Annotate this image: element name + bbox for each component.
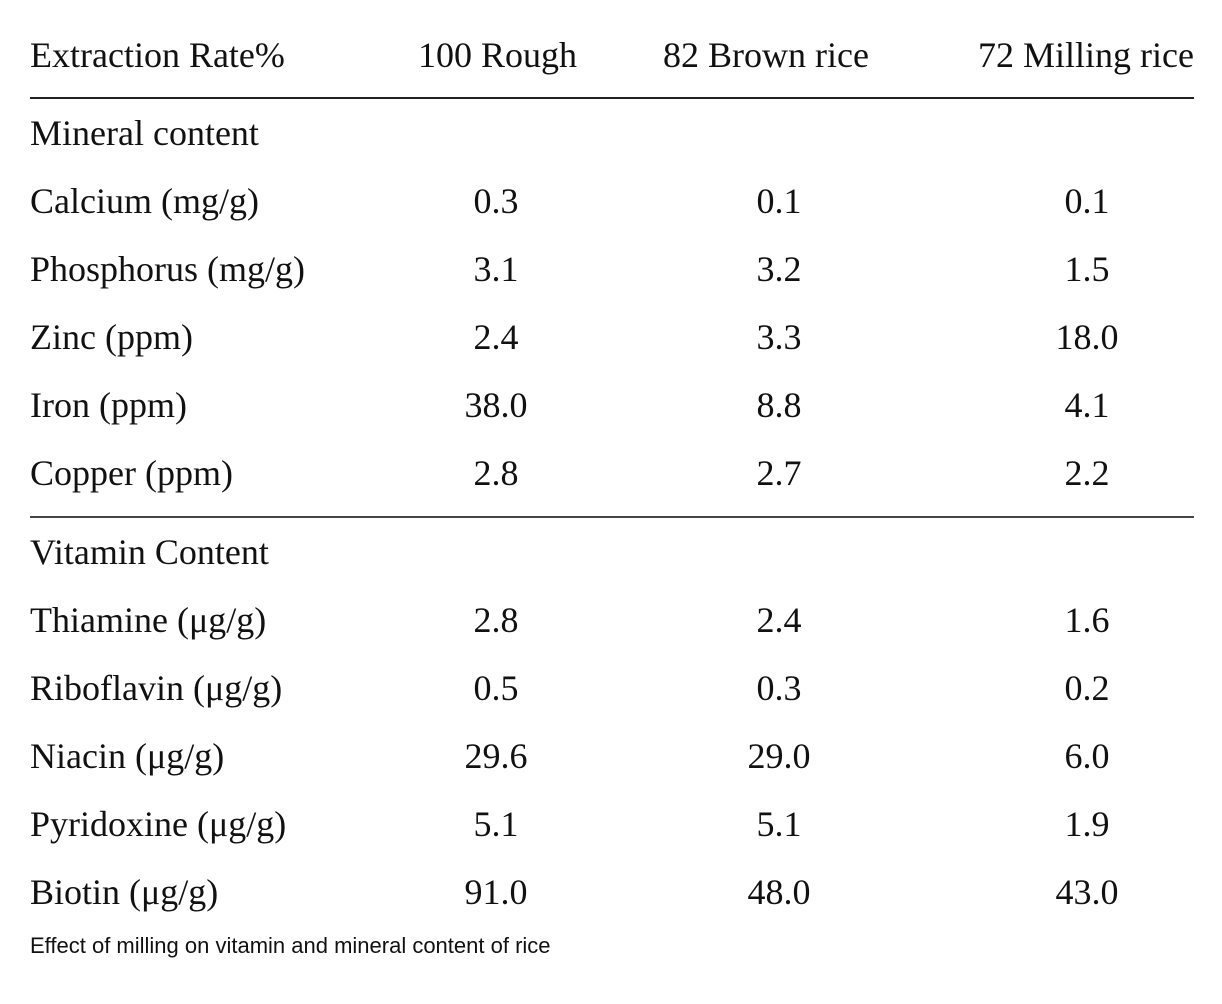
- row-label: Biotin (μg/g): [30, 872, 219, 912]
- value-rough: 29.6: [464, 736, 528, 776]
- value-brown-rice: 2.4: [756, 600, 802, 640]
- header-rough: 100 Rough: [418, 35, 578, 75]
- value-milling-rice: 0.1: [1064, 181, 1110, 221]
- value-rough: 91.0: [464, 872, 528, 912]
- value-brown-rice: 3.3: [756, 317, 802, 357]
- value-milling-rice: 2.2: [1064, 453, 1110, 493]
- table-caption: Effect of milling on vitamin and mineral…: [30, 933, 551, 958]
- value-brown-rice: 5.1: [756, 804, 802, 844]
- value-brown-rice: 0.3: [756, 668, 802, 708]
- table-row: Pyridoxine (μg/g) 5.1 5.1 1.9: [30, 790, 1194, 858]
- value-brown-rice: 29.0: [747, 736, 811, 776]
- value-milling-rice: 18.0: [1055, 317, 1119, 357]
- value-milling-rice: 1.5: [1064, 249, 1110, 289]
- value-rough: 0.5: [473, 668, 519, 708]
- section-divider: [30, 516, 1194, 518]
- header-brown-rice: 82 Brown rice: [663, 35, 869, 75]
- table-row: Iron (ppm) 38.0 8.8 4.1: [30, 371, 1194, 439]
- table-row: Calcium (mg/g) 0.3 0.1 0.1: [30, 167, 1194, 235]
- table-row: Zinc (ppm) 2.4 3.3 18.0: [30, 303, 1194, 371]
- section-title-mineral: Mineral content: [30, 113, 259, 153]
- table-row: Thiamine (μg/g) 2.8 2.4 1.6: [30, 586, 1194, 654]
- value-rough: 2.4: [473, 317, 519, 357]
- table-header-row: Extraction Rate% 100 Rough 82 Brown rice…: [30, 0, 1194, 99]
- value-rough: 3.1: [473, 249, 519, 289]
- section-title-vitamin: Vitamin Content: [30, 532, 269, 572]
- value-rough: 2.8: [473, 453, 519, 493]
- section-title-row: Vitamin Content: [30, 518, 1194, 586]
- section-vitamin: Vitamin Content Thiamine (μg/g) 2.8 2.4 …: [30, 518, 1194, 926]
- table-row: Phosphorus (mg/g) 3.1 3.2 1.5: [30, 235, 1194, 303]
- value-milling-rice: 0.2: [1064, 668, 1110, 708]
- value-brown-rice: 2.7: [756, 453, 802, 493]
- value-brown-rice: 3.2: [756, 249, 802, 289]
- value-rough: 0.3: [473, 181, 519, 221]
- value-brown-rice: 8.8: [756, 385, 802, 425]
- nutrient-table: Extraction Rate% 100 Rough 82 Brown rice…: [30, 0, 1194, 926]
- row-label: Zinc (ppm): [30, 317, 193, 357]
- row-label: Riboflavin (μg/g): [30, 668, 283, 708]
- value-rough: 2.8: [473, 600, 519, 640]
- row-label: Pyridoxine (μg/g): [30, 804, 287, 844]
- header-extraction-rate: Extraction Rate%: [30, 35, 285, 75]
- value-milling-rice: 6.0: [1064, 736, 1110, 776]
- row-label: Iron (ppm): [30, 385, 187, 425]
- value-milling-rice: 43.0: [1055, 872, 1119, 912]
- table-row: Copper (ppm) 2.8 2.7 2.2: [30, 439, 1194, 507]
- table-row: Riboflavin (μg/g) 0.5 0.3 0.2: [30, 654, 1194, 722]
- value-milling-rice: 1.6: [1064, 600, 1110, 640]
- section-title-row: Mineral content: [30, 99, 1194, 167]
- row-label: Calcium (mg/g): [30, 181, 259, 221]
- value-rough: 5.1: [473, 804, 519, 844]
- table-row: Biotin (μg/g) 91.0 48.0 43.0: [30, 858, 1194, 926]
- value-brown-rice: 48.0: [747, 872, 811, 912]
- row-label: Copper (ppm): [30, 453, 233, 493]
- value-milling-rice: 4.1: [1064, 385, 1110, 425]
- header-milling-rice: 72 Milling rice: [978, 35, 1194, 75]
- row-label: Niacin (μg/g): [30, 736, 225, 776]
- value-milling-rice: 1.9: [1064, 804, 1110, 844]
- row-label: Phosphorus (mg/g): [30, 249, 306, 289]
- table-row: Niacin (μg/g) 29.6 29.0 6.0: [30, 722, 1194, 790]
- value-brown-rice: 0.1: [756, 181, 802, 221]
- value-rough: 38.0: [464, 385, 528, 425]
- row-label: Thiamine (μg/g): [30, 600, 267, 640]
- section-mineral: Mineral content Calcium (mg/g) 0.3 0.1 0…: [30, 99, 1194, 507]
